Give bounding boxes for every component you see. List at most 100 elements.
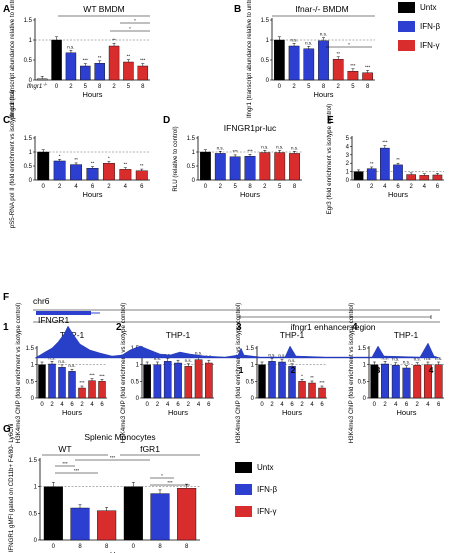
E-bar bbox=[419, 175, 430, 181]
D-significance: *** bbox=[233, 149, 239, 154]
G-bar bbox=[123, 486, 143, 541]
B-panel-letter: B bbox=[234, 4, 241, 15]
F3-bar bbox=[278, 361, 286, 399]
B-bar bbox=[288, 45, 300, 81]
A-bar bbox=[94, 63, 105, 81]
F1-ytick-label: 0 bbox=[31, 396, 35, 402]
A-bar bbox=[51, 39, 62, 81]
G-bar bbox=[97, 510, 117, 541]
F4-significance: n.s. bbox=[403, 360, 410, 365]
G-ytick-label: 1 bbox=[34, 485, 38, 491]
F2-ytick-label: 1 bbox=[136, 363, 140, 369]
E-bar bbox=[353, 171, 364, 181]
G-ytick-label: 0.5 bbox=[29, 511, 38, 517]
A-bar bbox=[80, 65, 91, 81]
B-bar bbox=[332, 59, 344, 81]
F2-significance: n.s. bbox=[195, 351, 202, 356]
D-bar bbox=[274, 152, 286, 181]
G-x-title: Hours bbox=[110, 550, 130, 553]
E-y-title: Egr3 (fold enrichment vs isotype control… bbox=[326, 104, 333, 215]
F2-x-title: Hours bbox=[168, 408, 188, 417]
G-category-label: 0 bbox=[52, 544, 56, 550]
legend-g-swatch bbox=[235, 506, 252, 517]
legend-g-swatch bbox=[235, 462, 252, 473]
F2-significance: n.s. bbox=[185, 358, 192, 363]
F1-category-label: 0 bbox=[40, 402, 44, 408]
F3-ytick-label: 1 bbox=[251, 363, 255, 369]
F4-bar bbox=[413, 365, 422, 399]
A-significance: ** bbox=[98, 55, 102, 60]
F3-bar bbox=[268, 361, 276, 399]
G-ytick-label: 1.5 bbox=[29, 458, 38, 464]
D-significance: n.s. bbox=[261, 144, 268, 149]
F2-y-title: H3K4me3 ChIP (fold enrichment vs isotype… bbox=[120, 303, 127, 444]
F3-bar bbox=[298, 381, 306, 399]
legend-top-label: IFN-γ bbox=[420, 41, 440, 50]
A-x-title: Hours bbox=[82, 90, 102, 99]
E-category-label: 4 bbox=[383, 184, 387, 190]
A-ytick-label: 1 bbox=[29, 38, 33, 44]
A-category-label: Ifngr1 bbox=[27, 84, 42, 90]
G-bar bbox=[70, 507, 90, 541]
F3-panel-letter: 3 bbox=[236, 322, 242, 333]
A-significance: ** bbox=[112, 37, 116, 42]
D-category-label: 5 bbox=[278, 184, 282, 190]
B-significance: n.s. bbox=[320, 32, 327, 37]
A-category-label: 0 bbox=[55, 84, 59, 90]
F1-ytick-label: 1 bbox=[31, 363, 35, 369]
F4-y-title: H3K4me3 ChIP (fold enrichment vs isotype… bbox=[348, 303, 355, 444]
C-panel-letter: C bbox=[3, 115, 10, 126]
C-ytick-label: 0 bbox=[29, 178, 33, 184]
track-peak-label: 3 bbox=[376, 365, 381, 375]
F3-significance: n.s. bbox=[278, 353, 285, 358]
D-category-label: 8 bbox=[248, 184, 252, 190]
F4-significance: n.s. bbox=[392, 357, 399, 362]
C-category-label: 6 bbox=[91, 184, 95, 190]
B-category-label: 0 bbox=[278, 84, 282, 90]
legend-top-swatch bbox=[398, 40, 415, 51]
C-category-label: 2 bbox=[58, 184, 62, 190]
F1-ytick-label: 1.5 bbox=[26, 346, 35, 352]
F1-bar bbox=[88, 380, 96, 399]
F1-category-label: 4 bbox=[60, 402, 64, 408]
E-ytick-label: 1 bbox=[346, 170, 350, 176]
E-bar bbox=[432, 174, 443, 181]
F2-bar bbox=[205, 362, 213, 399]
B-significance: ** bbox=[336, 51, 340, 56]
F2-category-label: 6 bbox=[176, 402, 180, 408]
G-ytick-label: 0 bbox=[34, 538, 38, 544]
A-category-label: 5 bbox=[84, 84, 88, 90]
F3-bar bbox=[308, 382, 316, 399]
F2-panel-letter: 2 bbox=[116, 322, 122, 333]
C-y-title: pS5-RNA pol II (fold enrichment vs isoty… bbox=[9, 90, 16, 229]
F1-bar bbox=[68, 371, 76, 399]
D-y-title: RLU (relative to control) bbox=[172, 126, 179, 191]
B-ytick-label: 0.5 bbox=[261, 58, 270, 64]
C-bar bbox=[135, 170, 148, 181]
F1-significance: n.s. bbox=[68, 363, 75, 368]
F3-bar bbox=[258, 364, 266, 399]
F2-bar bbox=[184, 366, 193, 399]
F2-category-label: 4 bbox=[166, 402, 170, 408]
C-category-label: 6 bbox=[140, 184, 144, 190]
D-panel-letter: D bbox=[163, 115, 170, 126]
D-ytick-label: 0 bbox=[192, 178, 196, 184]
D-bar bbox=[229, 156, 241, 181]
F1-bar bbox=[38, 364, 46, 399]
F3-ytick-label: 1.5 bbox=[246, 346, 255, 352]
D-significance: n.s. bbox=[291, 145, 298, 150]
F4-bar bbox=[434, 364, 443, 399]
A-category-label: 5 bbox=[127, 84, 131, 90]
F1-category-label: 2 bbox=[50, 402, 54, 408]
E-ytick-label: 2 bbox=[346, 161, 350, 167]
F2-bar bbox=[143, 364, 151, 399]
C-significance: ** bbox=[74, 157, 78, 162]
B-category-label: 2 bbox=[292, 84, 296, 90]
F1-significance: *** bbox=[89, 373, 95, 378]
F1-bar bbox=[78, 387, 86, 399]
E-ytick-label: 0 bbox=[346, 178, 350, 184]
F1-significance: *** bbox=[99, 373, 105, 378]
A-bar bbox=[108, 45, 120, 81]
G-group-label-fgr1: fGR1 bbox=[140, 444, 160, 454]
G-bracket-label: *** bbox=[62, 461, 68, 466]
